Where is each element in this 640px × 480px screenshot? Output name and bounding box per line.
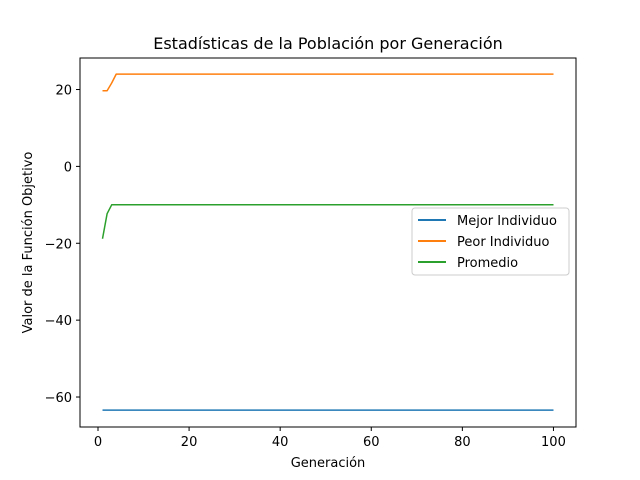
ticks-layer: 0 20 40 60 80 100 20 0 −20 −40 −60	[45, 84, 566, 450]
series-line-promedio	[101, 204, 554, 239]
x-tick-label: 100	[541, 435, 566, 450]
x-tick-label: 40	[272, 435, 289, 450]
series-layer	[101, 73, 554, 411]
x-tick-label: 20	[181, 435, 198, 450]
x-tick-label: 60	[363, 435, 380, 450]
plot-frame	[79, 57, 577, 428]
legend-label-promedio: Promedio	[457, 256, 518, 271]
x-axis-label: Generación	[291, 456, 366, 471]
y-tick-label: −20	[45, 237, 72, 252]
chart-title: Estadísticas de la Población por Generac…	[153, 34, 503, 53]
y-axis-label: Valor de la Función Objetivo	[21, 152, 36, 334]
y-tick-label: −60	[45, 391, 72, 406]
y-tick-label: 20	[55, 84, 72, 99]
y-tick-label: −40	[45, 314, 72, 329]
series-line-peor-individuo	[102, 73, 554, 92]
legend-label-mejor-individuo: Mejor Individuo	[457, 214, 557, 229]
legend-box	[411, 207, 570, 276]
legend-label-peor-individuo: Peor Individuo	[457, 235, 550, 250]
legend: Mejor Individuo Peor Individuo Promedio	[411, 207, 570, 276]
x-tick-label: 0	[94, 435, 102, 450]
y-tick-label: 0	[64, 160, 72, 175]
x-tick-label: 80	[454, 435, 471, 450]
